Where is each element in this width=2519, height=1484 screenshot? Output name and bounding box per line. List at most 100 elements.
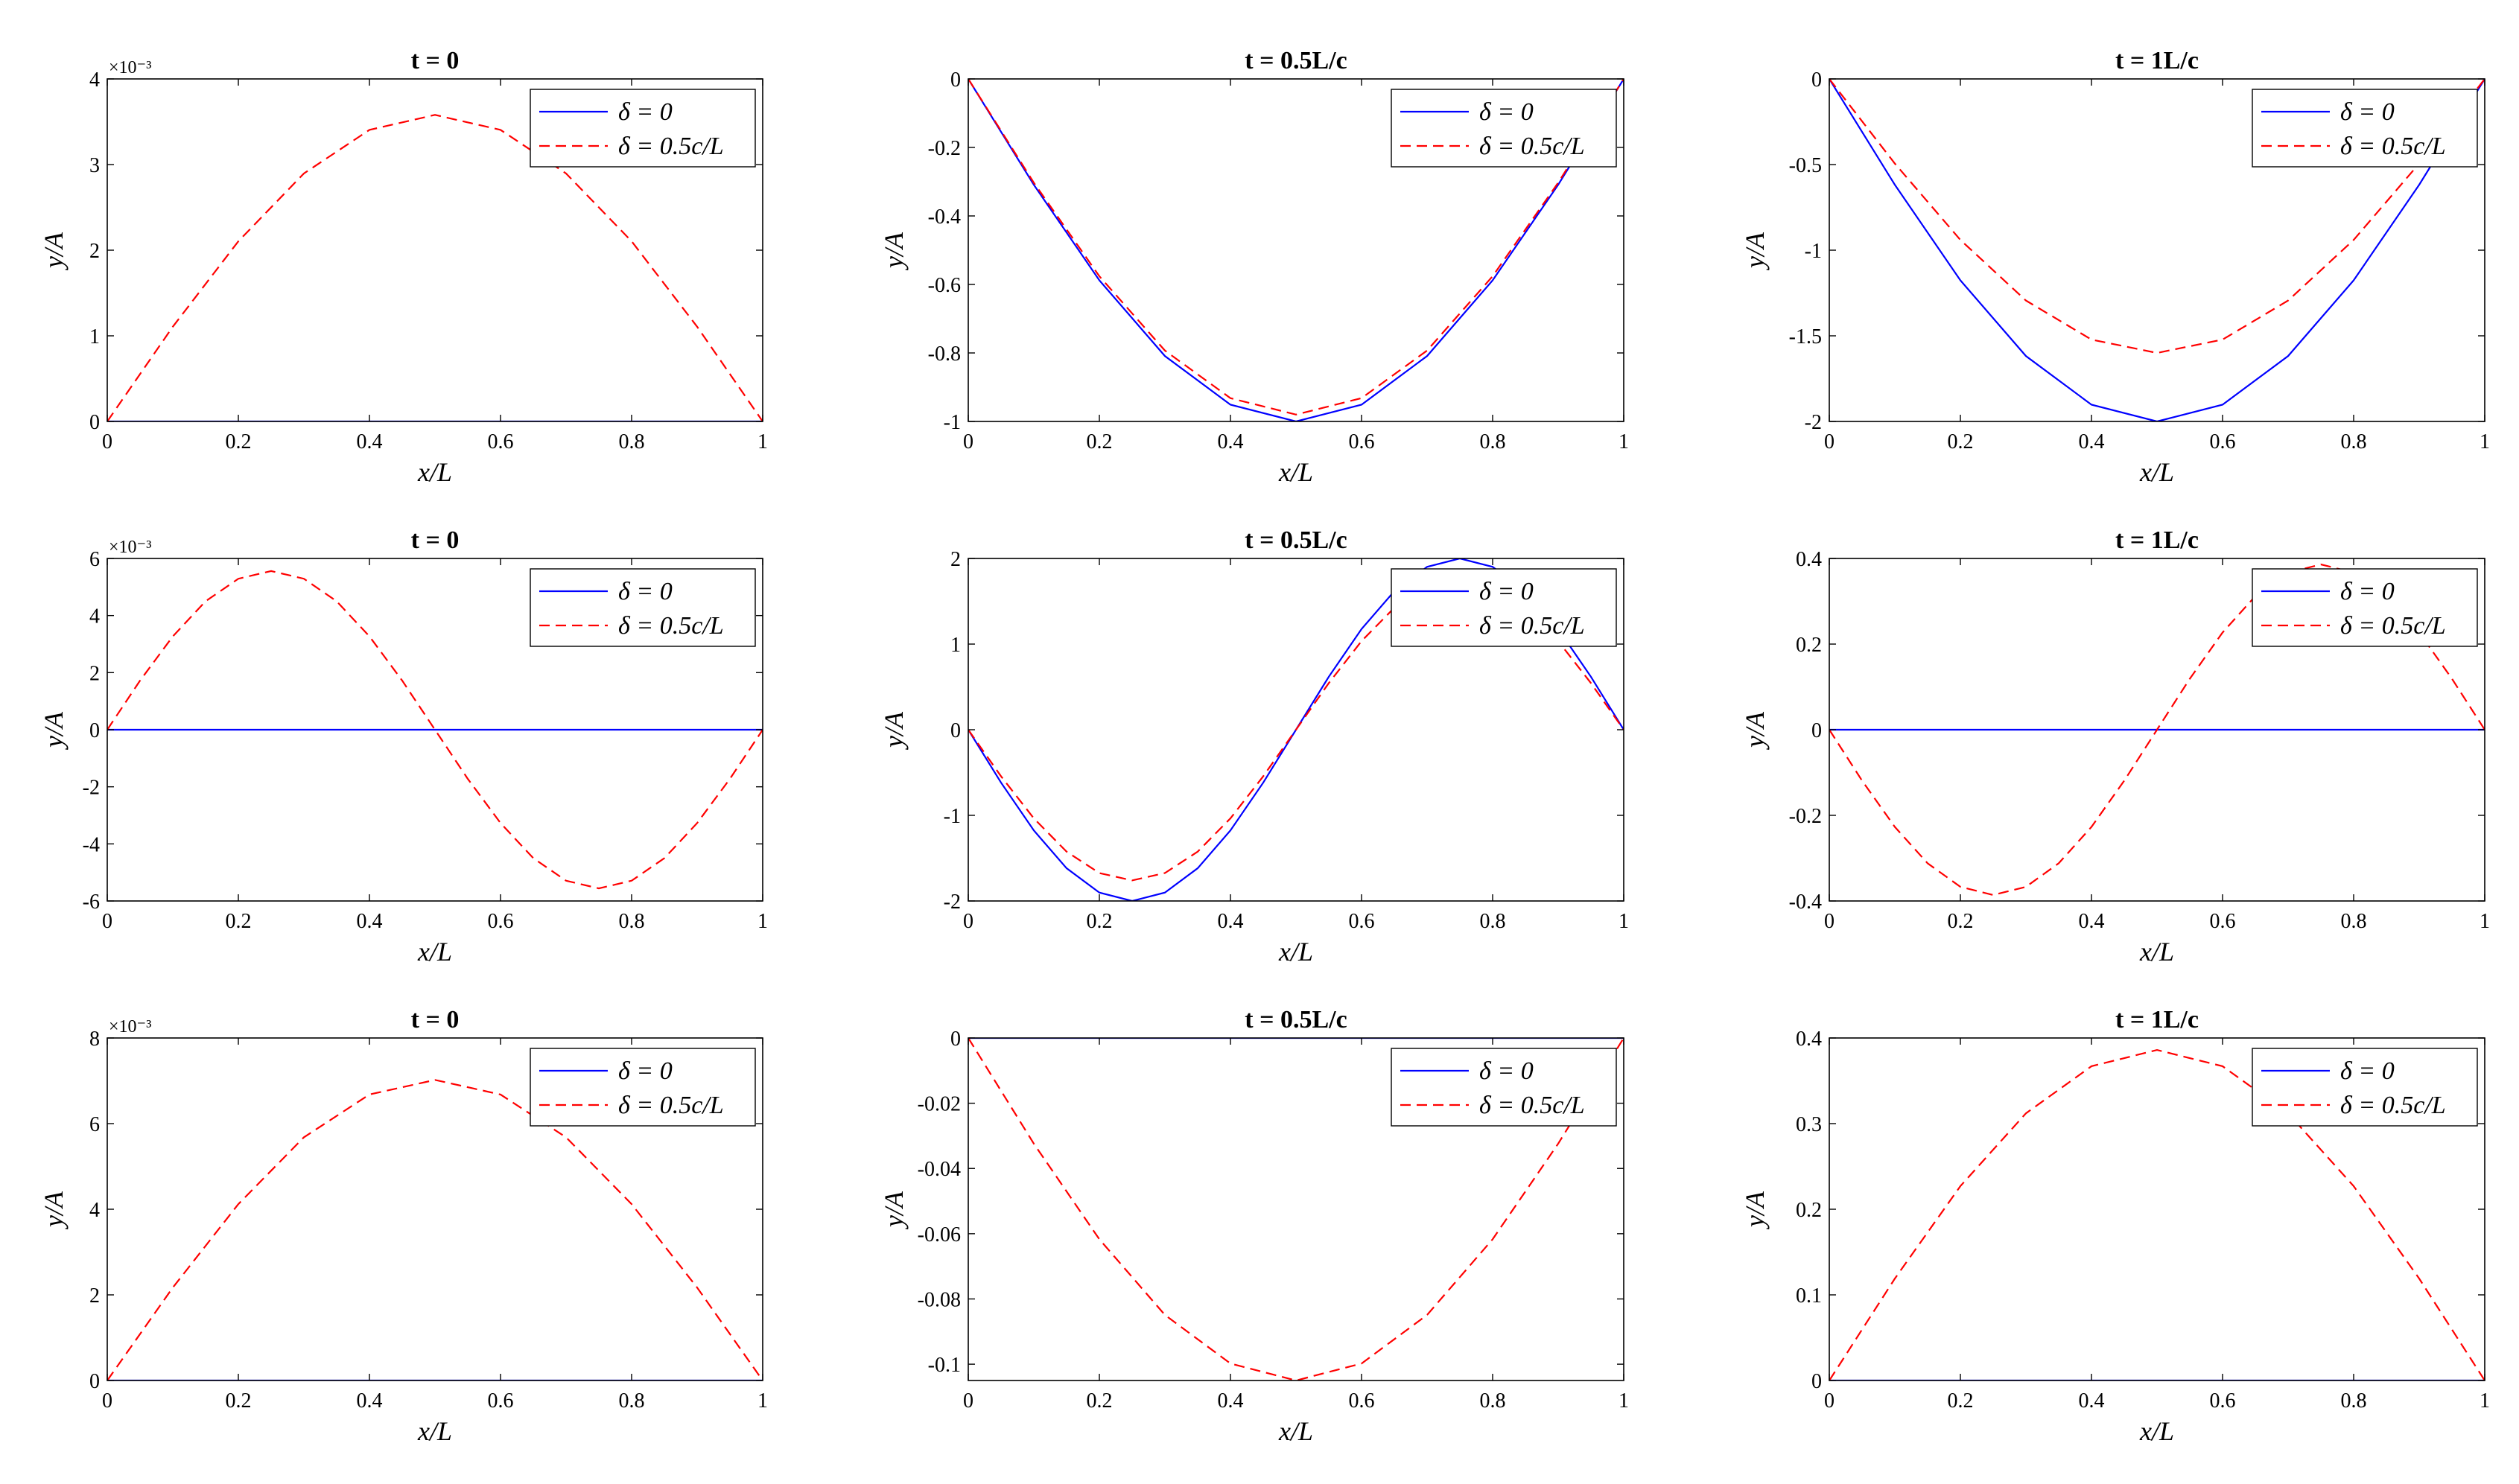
- y-axis-label: y/A: [1740, 1191, 1770, 1229]
- legend-label-delta-0: δ = 0: [2340, 98, 2395, 126]
- y-tick-label: 6: [89, 548, 100, 571]
- series-line-delta-0: [1829, 79, 2485, 421]
- subplot-title: t = 0.5L/c: [1245, 47, 1347, 74]
- y-tick-label: 0.1: [1796, 1284, 1822, 1308]
- y-tick-label: -0.8: [928, 343, 961, 366]
- legend-label-delta-05: δ = 0.5c/L: [618, 1092, 724, 1119]
- y-axis-label: y/A: [39, 232, 69, 270]
- x-tick-label: 0.6: [1349, 1389, 1375, 1413]
- y-tick-label: 1: [950, 634, 961, 657]
- series-line-delta-05: [968, 1038, 1624, 1380]
- legend: δ = 0 δ = 0.5c/L: [2252, 568, 2478, 647]
- subplot-title: t = 1L/c: [2115, 526, 2199, 554]
- y-tick-label: 0.4: [1796, 548, 1822, 571]
- x-tick-label: 0.8: [1480, 910, 1506, 933]
- legend-label-delta-05: δ = 0.5c/L: [1479, 612, 1585, 640]
- x-axis-label: x/L: [417, 937, 452, 966]
- y-tick-label: 2: [89, 1284, 100, 1308]
- x-tick-label: 0.6: [2210, 1389, 2236, 1413]
- series-line-delta-05: [1829, 1048, 2485, 1380]
- x-tick-label: 0.6: [488, 1389, 514, 1413]
- y-tick-label: 4: [89, 69, 100, 92]
- subplot-r2c1: 0 0.2 0.4 0.6 0.8 1 -6 -4 -2 0 2 4 6 ×10⁻³ t = 0 x/L y/A…: [39, 526, 768, 966]
- y-tick-label: -1: [944, 411, 961, 434]
- y-tick-label: -2: [944, 891, 961, 914]
- y-tick-label: -0.2: [1789, 805, 1822, 828]
- y-tick-label: 0.2: [1796, 1199, 1822, 1222]
- subplot-title: t = 0.5L/c: [1245, 1006, 1347, 1034]
- x-tick-label: 0.6: [2210, 910, 2236, 933]
- subplot-r3c3: 0 0.2 0.4 0.6 0.8 1 0 0.1 0.2 0.3 0.4 t = 1L/c x/L y/…: [1740, 1006, 2490, 1446]
- x-tick-label: 1: [2480, 1389, 2490, 1413]
- legend: δ = 0 δ = 0.5c/L: [2252, 89, 2478, 168]
- y-tick-label: 0.2: [1796, 634, 1822, 657]
- x-tick-label: 0: [1824, 430, 1835, 453]
- y-axis-label: y/A: [39, 1191, 69, 1229]
- y-tick-label: -6: [83, 891, 100, 914]
- legend-label-delta-05: δ = 0.5c/L: [2340, 1092, 2446, 1119]
- axes-frame: [968, 78, 1624, 422]
- x-axis-label: x/L: [417, 1416, 452, 1446]
- subplot-r1c1: 0 0.2 0.4 0.6 0.8 1 0 1 2 3 4 ×10⁻³ t = 0 x/L y/A δ = 0…: [39, 47, 768, 487]
- x-tick-label: 0.6: [1349, 910, 1375, 933]
- y-tick-label: 1: [89, 325, 100, 348]
- x-tick-label: 0.4: [357, 1389, 383, 1413]
- x-tick-label: 0.4: [2079, 430, 2105, 453]
- legend-box: [530, 1048, 756, 1127]
- y-axis-label: y/A: [39, 711, 69, 750]
- x-tick-label: 0.8: [2341, 1389, 2367, 1413]
- series-line-delta-05: [1829, 563, 2485, 897]
- y-tick-label: -0.4: [1789, 891, 1822, 914]
- x-tick-label: 0: [1824, 1389, 1835, 1413]
- y-tick-label: -0.04: [918, 1158, 961, 1181]
- legend-box: [1391, 1048, 1617, 1127]
- legend: δ = 0 δ = 0.5c/L: [530, 1048, 756, 1127]
- x-tick-label: 0.8: [1480, 1389, 1506, 1413]
- y-tick-label: 0: [1811, 719, 1822, 742]
- legend-box: [2252, 1048, 2478, 1127]
- y-tick-label: -0.4: [928, 206, 961, 229]
- legend-label-delta-0: δ = 0: [1479, 578, 1534, 605]
- x-tick-label: 0.4: [2079, 1389, 2105, 1413]
- legend-box: [530, 89, 756, 168]
- x-tick-label: 1: [1619, 430, 1629, 453]
- x-tick-label: 1: [2480, 910, 2490, 933]
- y-axis-label: y/A: [879, 1191, 909, 1229]
- legend: δ = 0 δ = 0.5c/L: [530, 89, 756, 168]
- legend-box: [2252, 568, 2478, 647]
- x-tick-label: 0: [963, 910, 973, 933]
- y-tick-label: -0.1: [928, 1354, 961, 1377]
- y-tick-label: -2: [83, 777, 100, 800]
- y-tick-label: 0.4: [1796, 1028, 1822, 1051]
- x-axis-label: x/L: [1278, 1416, 1313, 1446]
- x-tick-label: 0.8: [2341, 910, 2367, 933]
- x-axis-label: x/L: [2139, 937, 2174, 966]
- x-tick-label: 0.2: [226, 1389, 252, 1413]
- y-tick-label: 3: [89, 154, 100, 177]
- x-tick-label: 0.2: [226, 910, 252, 933]
- legend: δ = 0 δ = 0.5c/L: [530, 568, 756, 647]
- series-line-delta-05: [968, 79, 1624, 415]
- legend: δ = 0 δ = 0.5c/L: [1391, 568, 1617, 647]
- y-axis-label: y/A: [879, 711, 909, 750]
- subplot-r1c3: 0 0.2 0.4 0.6 0.8 1 -2 -1.5 -1 -0.5 0 t = 1L/c x/L y/…: [1740, 47, 2490, 487]
- legend-label-delta-05: δ = 0.5c/L: [1479, 1092, 1585, 1119]
- series-line-delta-05: [1829, 79, 2485, 354]
- axes-frame: [968, 1037, 1624, 1381]
- x-tick-label: 1: [757, 430, 768, 453]
- x-tick-label: 0: [102, 430, 112, 453]
- y-axis-label: y/A: [1740, 711, 1770, 750]
- x-tick-label: 0.8: [619, 910, 645, 933]
- x-axis-label: x/L: [2139, 457, 2174, 487]
- y-tick-label: -0.6: [928, 274, 961, 297]
- x-tick-label: 0.2: [1948, 910, 1974, 933]
- y-tick-label: 0: [89, 719, 100, 742]
- x-tick-label: 0.2: [1087, 1389, 1113, 1413]
- legend-label-delta-0: δ = 0: [2340, 578, 2395, 605]
- y-tick-label: -0.2: [928, 137, 961, 160]
- subplot-title: t = 0: [411, 47, 460, 74]
- legend-label-delta-05: δ = 0.5c/L: [618, 612, 724, 640]
- y-tick-label: -2: [1805, 411, 1822, 434]
- x-tick-label: 0.6: [1349, 430, 1375, 453]
- legend-box: [1391, 568, 1617, 647]
